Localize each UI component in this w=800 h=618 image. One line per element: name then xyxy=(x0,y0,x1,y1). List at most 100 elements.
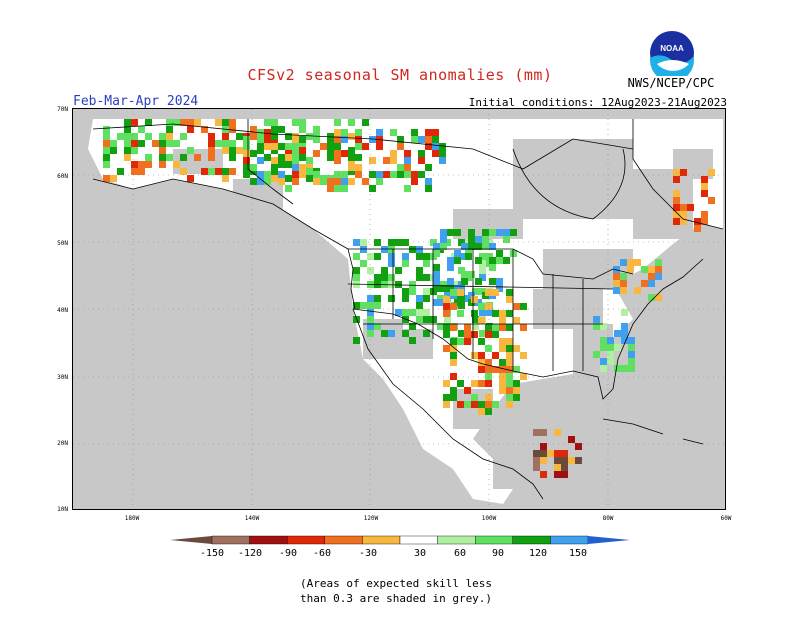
anomaly-cell xyxy=(607,337,614,344)
anomaly-cell xyxy=(443,401,450,408)
map-title: CFSv2 seasonal SM anomalies (mm) xyxy=(247,66,553,84)
anomaly-cell xyxy=(443,303,450,310)
anomaly-cell xyxy=(257,140,264,147)
anomaly-cell xyxy=(513,317,520,324)
anomaly-cell xyxy=(485,359,492,366)
anomaly-cell xyxy=(271,119,278,126)
anomaly-cell xyxy=(673,197,680,204)
anomaly-cell xyxy=(416,302,423,309)
anomaly-cell xyxy=(454,229,461,236)
anomaly-cell xyxy=(468,236,475,243)
anomaly-cell xyxy=(520,373,527,380)
anomaly-cell xyxy=(397,171,404,178)
anomaly-cell xyxy=(299,140,306,147)
anomaly-cell xyxy=(492,366,499,373)
anomaly-cell xyxy=(432,136,439,143)
anomaly-cell xyxy=(471,296,478,303)
anomaly-cell xyxy=(433,264,440,271)
anomaly-cell xyxy=(173,119,180,126)
anomaly-cell xyxy=(621,323,628,330)
colorbar-swatches xyxy=(170,535,630,545)
anomaly-cell xyxy=(499,310,506,317)
anomaly-cell xyxy=(395,239,402,246)
anomaly-cell xyxy=(485,331,492,338)
anomaly-cell xyxy=(450,394,457,401)
colorbar-label: 60 xyxy=(453,548,467,559)
anomaly-cell xyxy=(404,164,411,171)
anomaly-cell xyxy=(600,344,607,351)
anomaly-cell xyxy=(369,185,376,192)
anomaly-cell xyxy=(173,161,180,168)
anomaly-cell xyxy=(243,164,250,171)
anomaly-cell xyxy=(479,253,486,260)
anomaly-cell xyxy=(327,185,334,192)
anomaly-cell xyxy=(313,178,320,185)
anomaly-cell xyxy=(503,236,510,243)
anomaly-cell xyxy=(554,464,561,471)
anomaly-cell xyxy=(404,171,411,178)
anomaly-cell xyxy=(423,288,430,295)
lat-tick-40: 40N xyxy=(57,307,68,314)
anomaly-cell xyxy=(103,140,110,147)
anomaly-cell xyxy=(701,211,708,218)
anomaly-cell xyxy=(496,257,503,264)
anomaly-cell xyxy=(485,303,492,310)
anomaly-cell xyxy=(648,294,655,301)
anomaly-cell xyxy=(409,281,416,288)
anomaly-cell xyxy=(355,129,362,136)
anomaly-cell xyxy=(388,330,395,337)
anomaly-cell xyxy=(447,257,454,264)
anomaly-cell xyxy=(423,274,430,281)
agency-label: NWS/NCEP/CPC xyxy=(627,76,715,90)
anomaly-cell xyxy=(423,295,430,302)
anomaly-cell xyxy=(124,154,131,161)
anomaly-cell xyxy=(628,337,635,344)
anomaly-cell xyxy=(708,169,715,176)
anomaly-cell xyxy=(416,253,423,260)
anomaly-cell xyxy=(464,324,471,331)
anomaly-cell xyxy=(561,457,568,464)
anomaly-cell xyxy=(593,316,600,323)
anomaly-cell xyxy=(250,164,257,171)
anomaly-cell xyxy=(510,229,517,236)
anomaly-cell xyxy=(607,351,614,358)
anomaly-cell xyxy=(443,296,450,303)
anomaly-cell xyxy=(388,260,395,267)
anomaly-cell xyxy=(655,266,662,273)
anomaly-cell xyxy=(292,147,299,154)
colorbar-label: -150 xyxy=(199,548,225,559)
anomaly-cell xyxy=(416,267,423,274)
anomaly-cell xyxy=(648,266,655,273)
anomaly-cell xyxy=(443,310,450,317)
anomaly-cell xyxy=(680,211,687,218)
anomaly-cell xyxy=(264,178,271,185)
anomaly-cell xyxy=(138,161,145,168)
anomaly-cell xyxy=(353,274,360,281)
anomaly-cell xyxy=(482,243,489,250)
anomaly-cell xyxy=(292,171,299,178)
anomaly-cell xyxy=(620,287,627,294)
anomaly-cell xyxy=(236,147,243,154)
anomaly-cell xyxy=(320,143,327,150)
anomaly-cell xyxy=(607,344,614,351)
anomaly-cell xyxy=(628,358,635,365)
anomaly-cell xyxy=(124,119,131,126)
anomaly-cell xyxy=(468,271,475,278)
anomaly-cell xyxy=(471,331,478,338)
colorbar-arrow-right xyxy=(588,536,630,544)
anomaly-cell xyxy=(499,366,506,373)
anomaly-cell xyxy=(353,302,360,309)
anomaly-cell xyxy=(243,171,250,178)
colorbar-swatch xyxy=(512,535,551,545)
anomaly-cell xyxy=(433,271,440,278)
anomaly-cell xyxy=(395,267,402,274)
anomaly-cell xyxy=(437,323,444,330)
anomaly-cell xyxy=(506,289,513,296)
anomaly-cell xyxy=(292,140,299,147)
lon-tick-140: 140W xyxy=(244,515,260,522)
anomaly-cell xyxy=(376,143,383,150)
anomaly-cell xyxy=(425,143,432,150)
anomaly-cell xyxy=(475,257,482,264)
anomaly-cell xyxy=(278,161,285,168)
anomaly-cell xyxy=(461,243,468,250)
